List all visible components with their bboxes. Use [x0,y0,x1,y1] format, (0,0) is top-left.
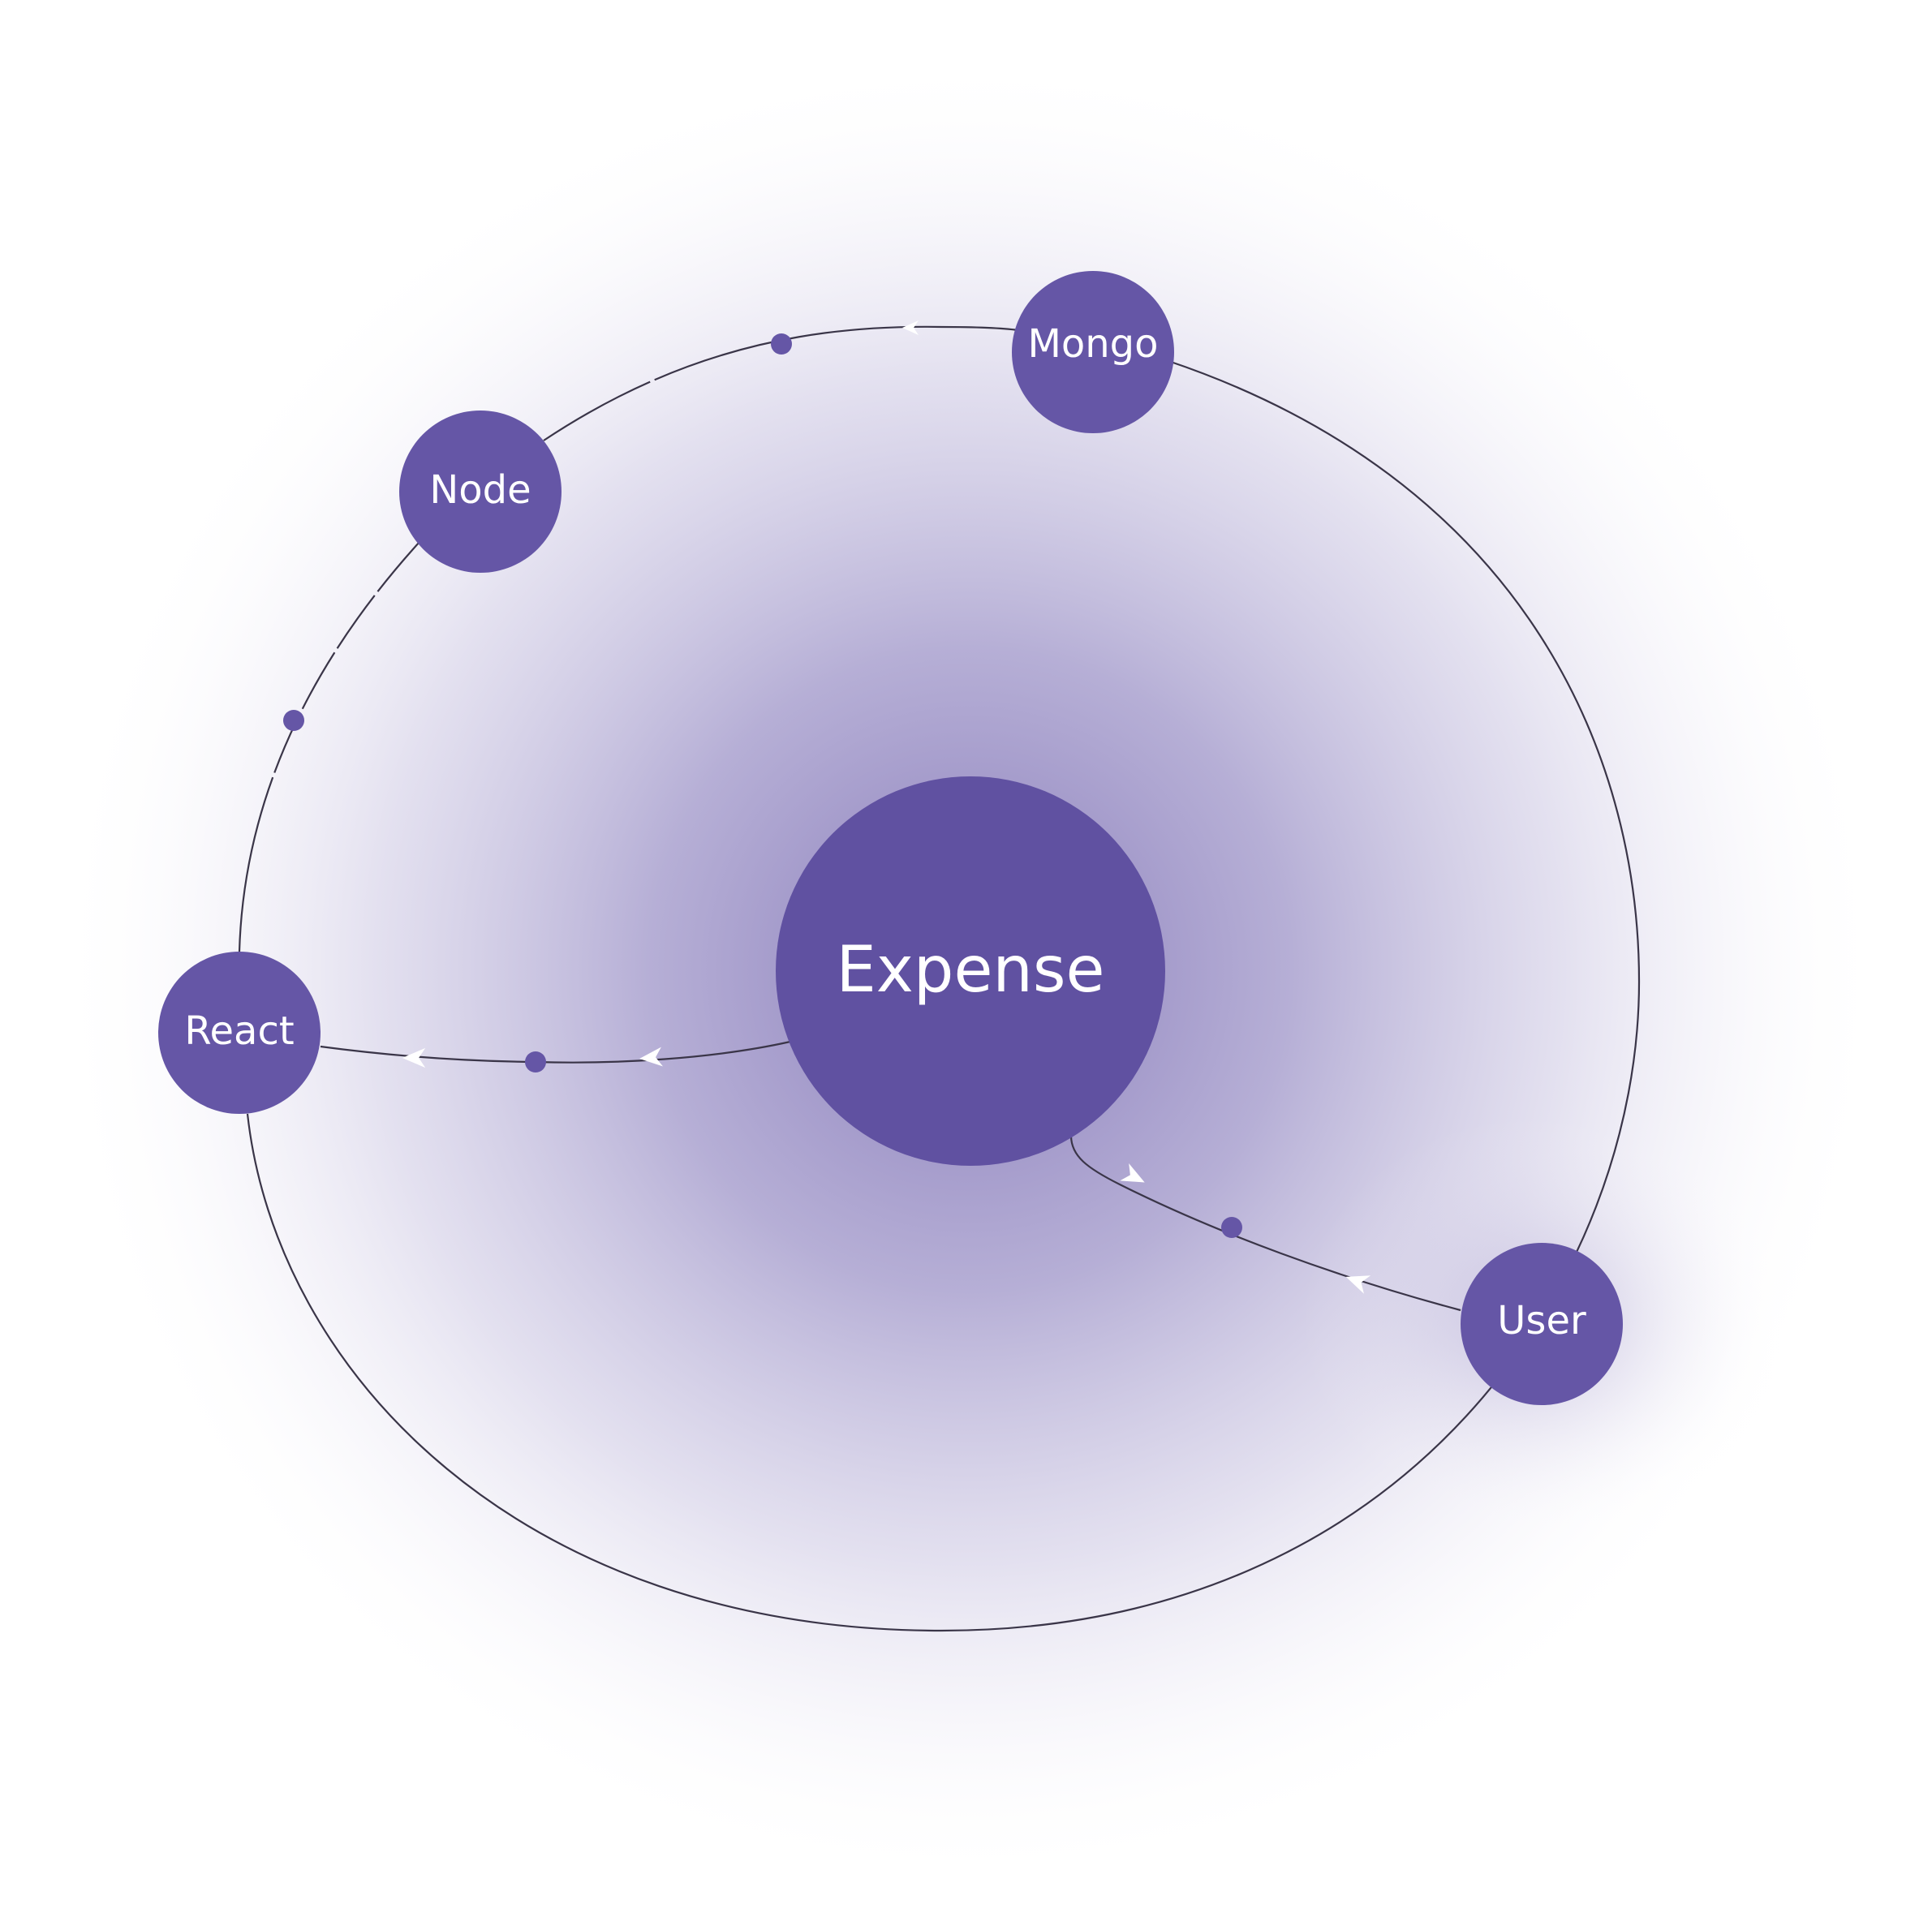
node-react[interactable]: React [158,952,321,1114]
arrow-icon [1120,1163,1145,1183]
arrow-icon [902,320,919,335]
node-user-label: User [1497,1298,1586,1343]
connector-dot [283,710,304,731]
connector-dot [525,1051,546,1072]
node-user[interactable]: User [1461,1243,1623,1405]
connection-node-react [238,541,420,952]
arrow-icon [639,1047,663,1067]
arrow-icon [402,1048,425,1068]
connector-dot [1221,1217,1242,1238]
arrow-icon [1345,1275,1371,1294]
node-mongo[interactable]: Mongo [1012,271,1174,433]
connection-user-expense [1069,1135,1461,1312]
node-node[interactable]: Node [399,411,562,573]
node-expense-label: Expense [836,934,1104,1007]
connection-node-mongo [543,325,1019,441]
node-expense[interactable]: Expense [776,776,1165,1166]
node-react-label: React [184,1008,294,1054]
node-node-label: Node [429,467,531,513]
connector-dot [771,333,792,355]
orbit-line-mongo-user-react [246,359,1641,1632]
node-mongo-label: Mongo [1027,321,1158,367]
